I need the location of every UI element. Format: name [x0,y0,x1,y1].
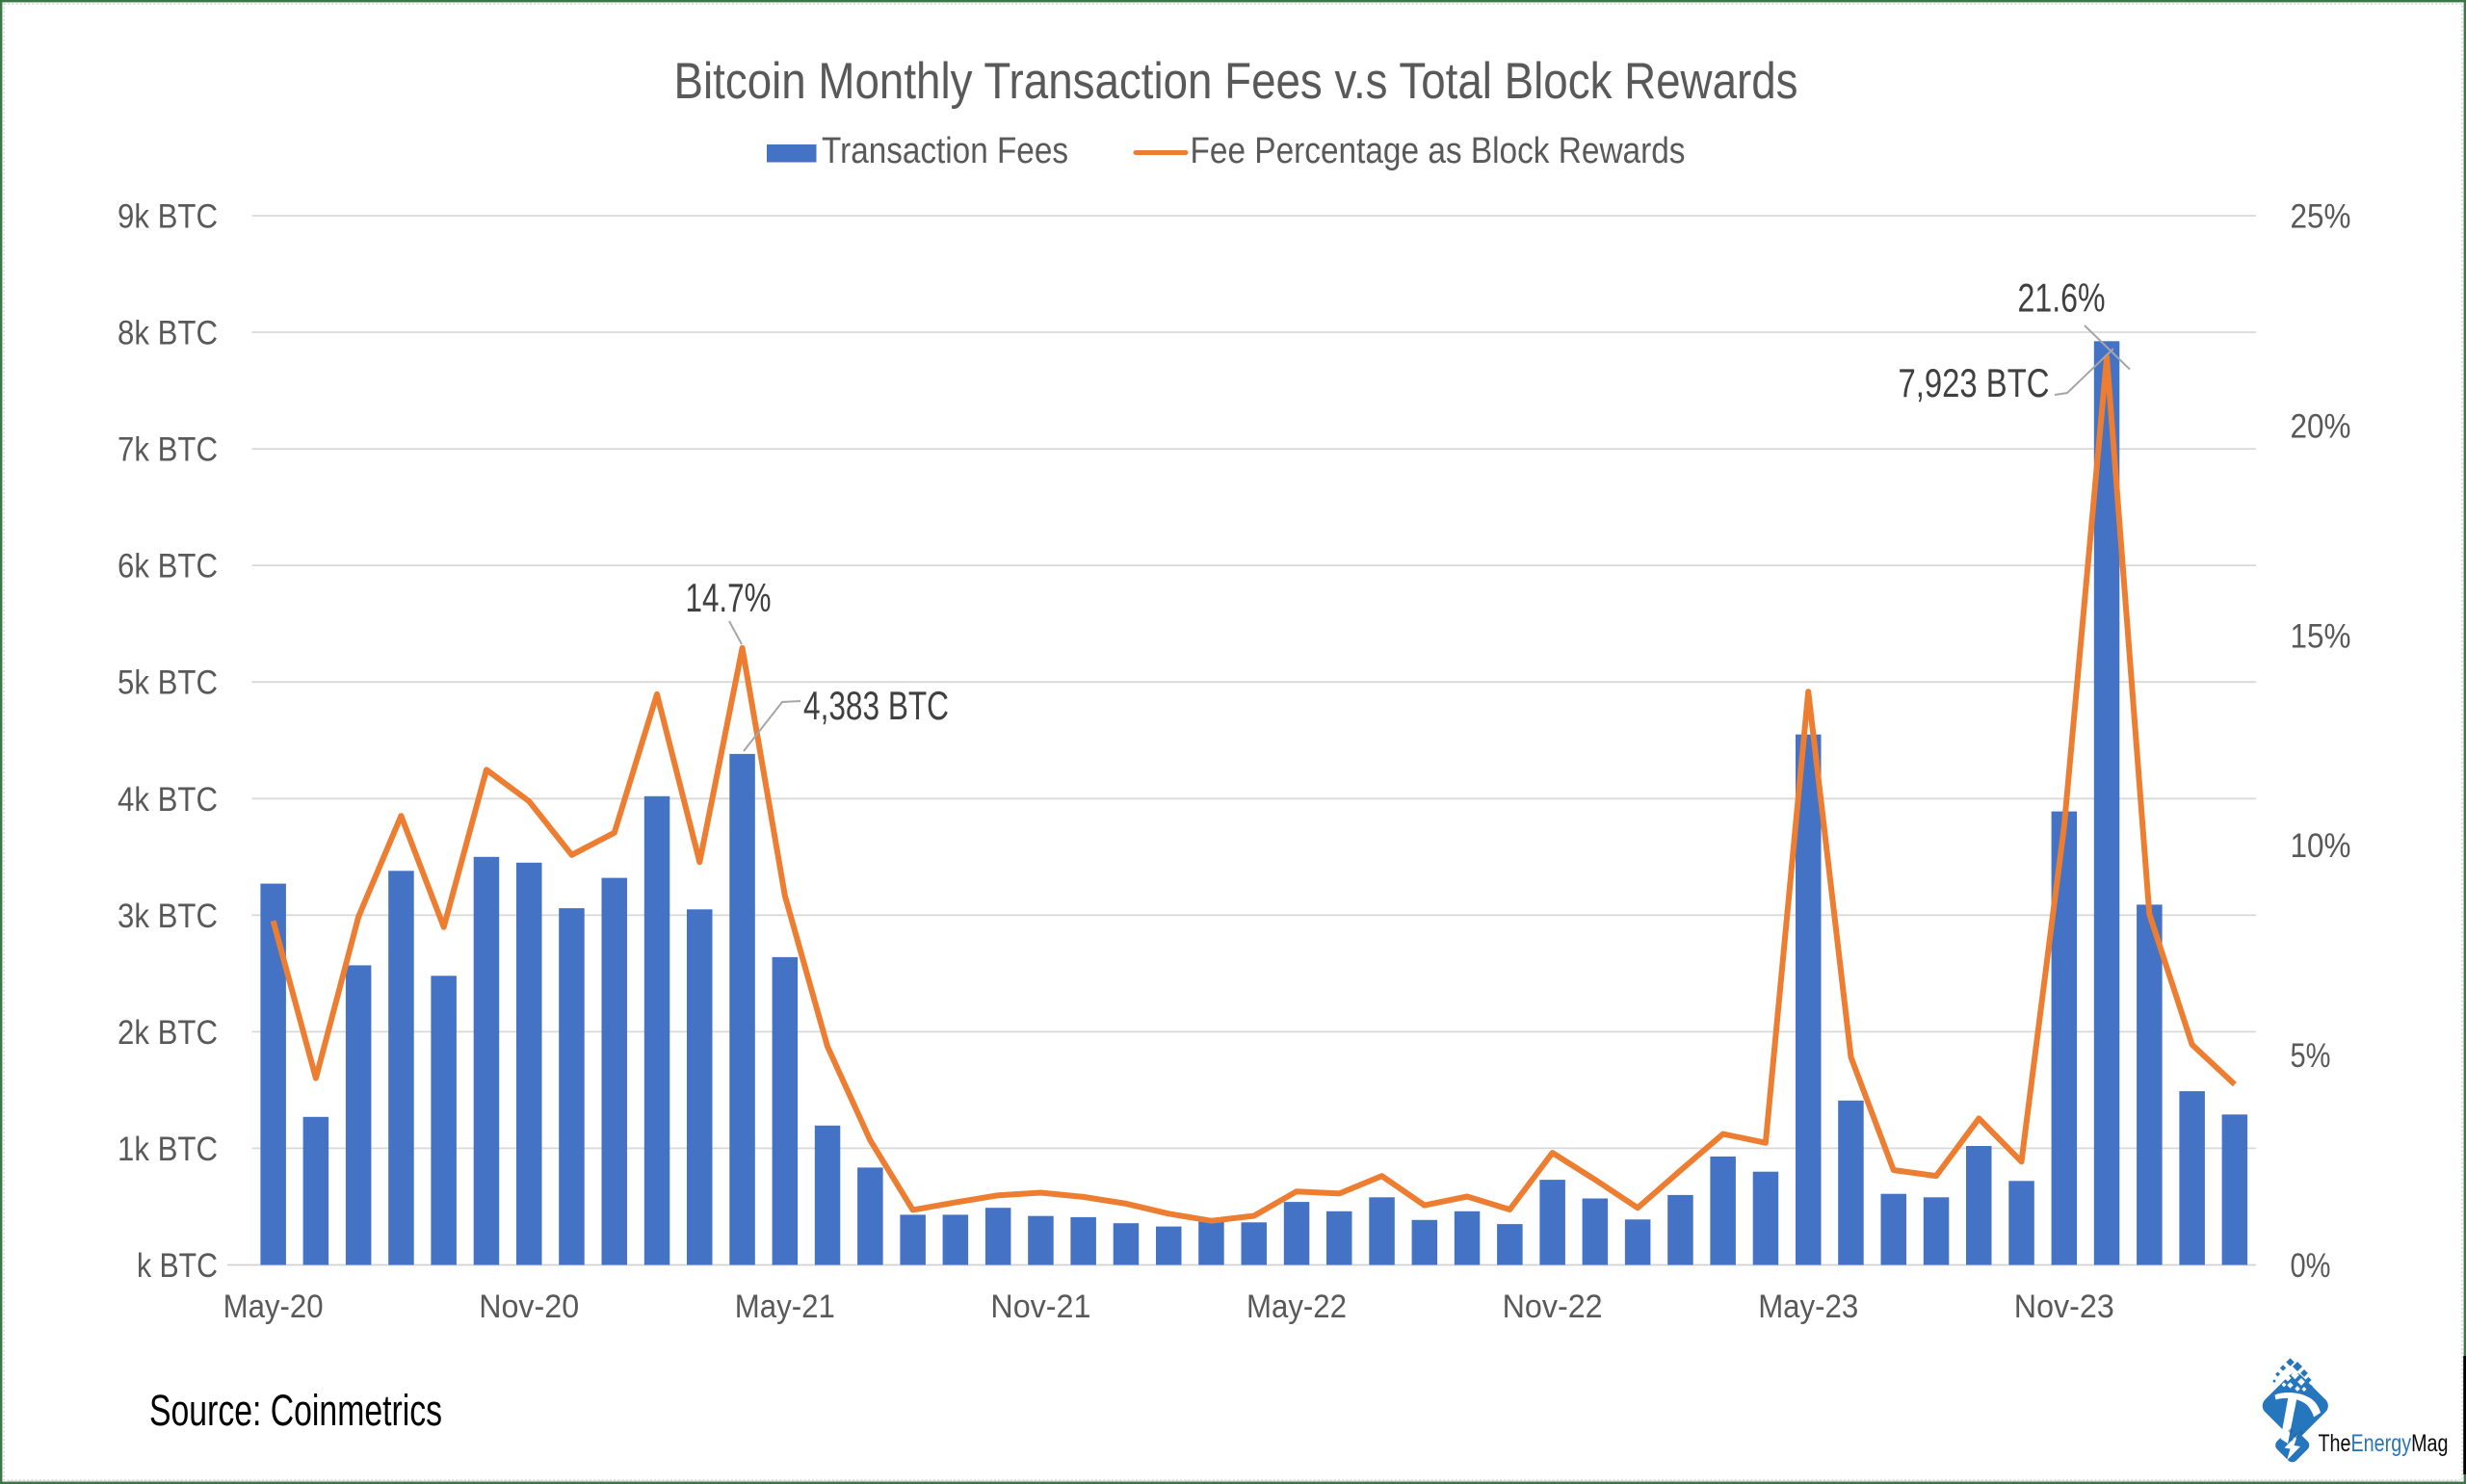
svg-text:May-21: May-21 [735,1289,835,1325]
svg-text:9k BTC: 9k BTC [118,198,218,236]
svg-text:May-20: May-20 [223,1289,324,1325]
svg-text:6k BTC: 6k BTC [118,548,218,586]
svg-text:10%: 10% [2291,827,2351,865]
svg-text:4k BTC: 4k BTC [118,781,218,819]
svg-text:5k BTC: 5k BTC [118,664,218,702]
svg-text:k BTC: k BTC [137,1247,218,1285]
svg-text:TheEnergyMag: TheEnergyMag [2319,1430,2449,1457]
svg-text:Nov-21: Nov-21 [990,1289,1090,1325]
svg-text:Nov-22: Nov-22 [1503,1289,1603,1325]
svg-text:0%: 0% [2291,1247,2331,1285]
svg-text:May-22: May-22 [1246,1289,1347,1325]
svg-text:Source: Coinmetrics: Source: Coinmetrics [149,1386,442,1435]
svg-text:25%: 25% [2291,198,2351,236]
svg-text:2k BTC: 2k BTC [118,1014,218,1052]
svg-text:8k BTC: 8k BTC [118,315,218,352]
svg-text:Transaction Fees: Transaction Fees [822,131,1068,171]
svg-text:21.6%: 21.6% [2018,275,2106,321]
svg-text:20%: 20% [2291,408,2351,446]
svg-text:3k BTC: 3k BTC [118,898,218,935]
svg-text:1k BTC: 1k BTC [118,1131,218,1168]
svg-text:4,383 BTC: 4,383 BTC [803,683,949,728]
svg-text:15%: 15% [2291,617,2351,655]
svg-text:7,923 BTC: 7,923 BTC [1899,360,2050,405]
svg-text:5%: 5% [2291,1037,2331,1075]
svg-text:Nov-23: Nov-23 [2014,1289,2114,1325]
svg-text:Bitcoin Monthly Transaction Fe: Bitcoin Monthly Transaction Fees v.s Tot… [674,53,1798,110]
svg-text:May-23: May-23 [1758,1289,1858,1325]
svg-text:Nov-20: Nov-20 [479,1289,579,1325]
svg-text:Fee Percentage as Block Reward: Fee Percentage as Block Rewards [1191,131,1686,171]
svg-text:7k BTC: 7k BTC [118,431,218,469]
svg-text:14.7%: 14.7% [686,575,772,620]
